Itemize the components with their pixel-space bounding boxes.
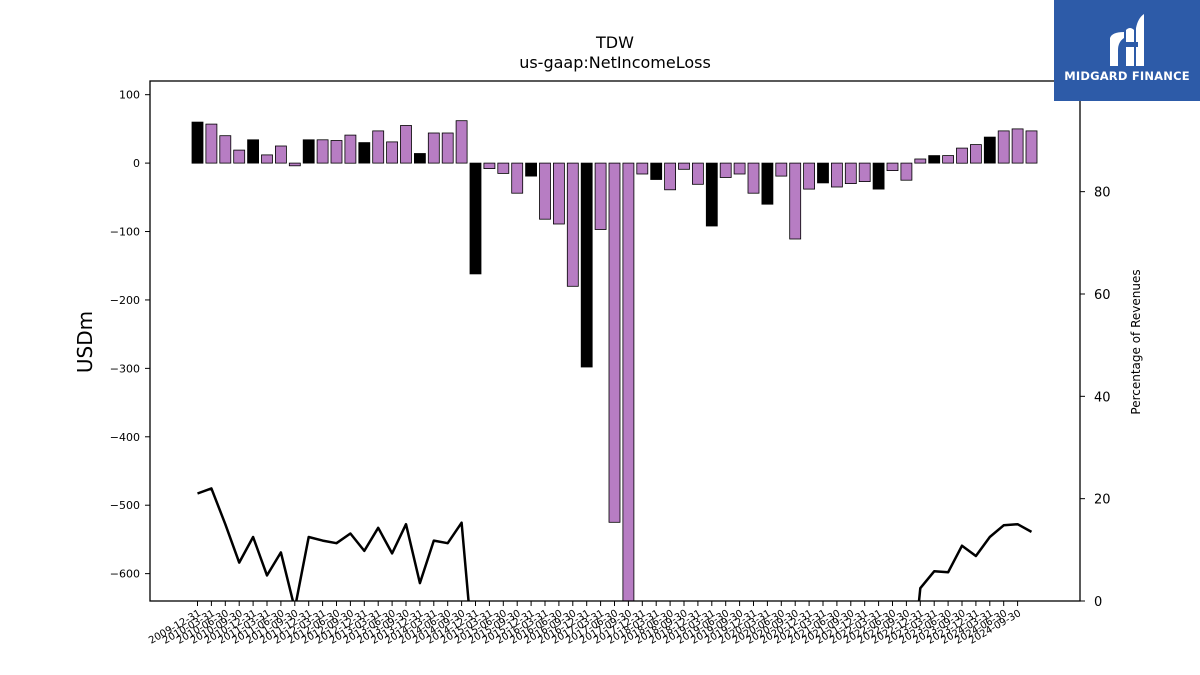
bar	[622, 162, 635, 602]
bar	[497, 162, 510, 174]
bar	[372, 130, 385, 164]
bar	[1025, 130, 1038, 164]
y-tick-label: −500	[110, 499, 140, 512]
y-axis-label: USDm	[73, 311, 97, 373]
bar	[219, 135, 232, 164]
bar	[705, 162, 718, 227]
bar	[789, 162, 802, 240]
bar	[288, 162, 301, 167]
y-tick-label: −400	[110, 431, 140, 444]
y2-tick-label: 80	[1094, 186, 1111, 201]
bar	[344, 134, 357, 164]
bar	[928, 155, 941, 164]
chart-title: TDW	[595, 33, 634, 52]
brand-logo: MIDGARD FINANCE	[1054, 0, 1200, 101]
bar	[358, 142, 371, 164]
bar	[316, 139, 329, 164]
bar	[566, 162, 579, 287]
bar	[205, 123, 218, 164]
y-tick-label: 0	[133, 157, 140, 170]
y-tick-label: −100	[110, 226, 140, 239]
bar	[594, 162, 607, 230]
y-tick-label: −600	[110, 568, 140, 581]
bar	[678, 162, 690, 170]
bar	[455, 120, 468, 164]
bar	[302, 139, 315, 164]
bar	[247, 139, 260, 164]
bar	[733, 162, 746, 175]
bar	[483, 162, 496, 170]
bar	[692, 162, 704, 185]
bar	[831, 162, 843, 188]
bar	[580, 162, 593, 368]
y2-tick-label: 0	[1094, 595, 1102, 610]
bar	[469, 162, 482, 275]
bar	[983, 136, 996, 164]
bar	[970, 144, 982, 164]
bar	[386, 141, 399, 164]
bar	[664, 162, 676, 191]
y2-tick-label: 40	[1094, 390, 1111, 405]
y2-tick-label: 60	[1094, 288, 1111, 303]
bar	[525, 162, 537, 177]
bar	[608, 162, 621, 523]
bar	[511, 162, 524, 194]
bar	[650, 162, 663, 180]
bar	[441, 132, 454, 164]
logo-mark-icon	[1110, 14, 1144, 66]
bar	[191, 121, 204, 164]
bar	[636, 162, 649, 175]
bar	[997, 130, 1010, 164]
bar	[400, 125, 412, 164]
bar	[956, 147, 968, 164]
brand-name: MIDGARD FINANCE	[1064, 69, 1190, 83]
bar	[900, 162, 913, 181]
y2-tick-label: 20	[1094, 493, 1111, 508]
margin-line	[917, 522, 1033, 601]
y2-axis-label: Percentage of Revenues	[1129, 269, 1143, 414]
chart-subtitle: us-gaap:NetIncomeLoss	[519, 53, 711, 72]
bar	[261, 154, 273, 164]
bar	[914, 158, 927, 164]
bar	[886, 162, 899, 172]
bar	[719, 162, 732, 178]
bar	[274, 145, 287, 164]
bar	[539, 162, 551, 220]
margin-line	[197, 487, 470, 601]
bar	[413, 153, 426, 164]
bar	[761, 162, 774, 205]
bar	[858, 162, 871, 183]
y-tick-label: 100	[119, 89, 140, 102]
bar	[775, 162, 788, 177]
y-tick-label: −200	[110, 294, 140, 307]
bar	[942, 155, 954, 164]
bar	[1011, 128, 1024, 164]
bar	[844, 162, 857, 185]
bar	[427, 132, 440, 164]
y-tick-label: −300	[110, 362, 140, 375]
bar	[553, 162, 565, 225]
bar	[747, 162, 760, 194]
bar	[872, 162, 885, 190]
bar	[330, 140, 343, 164]
bar	[817, 162, 829, 184]
bar	[233, 149, 246, 164]
bar	[803, 162, 815, 190]
